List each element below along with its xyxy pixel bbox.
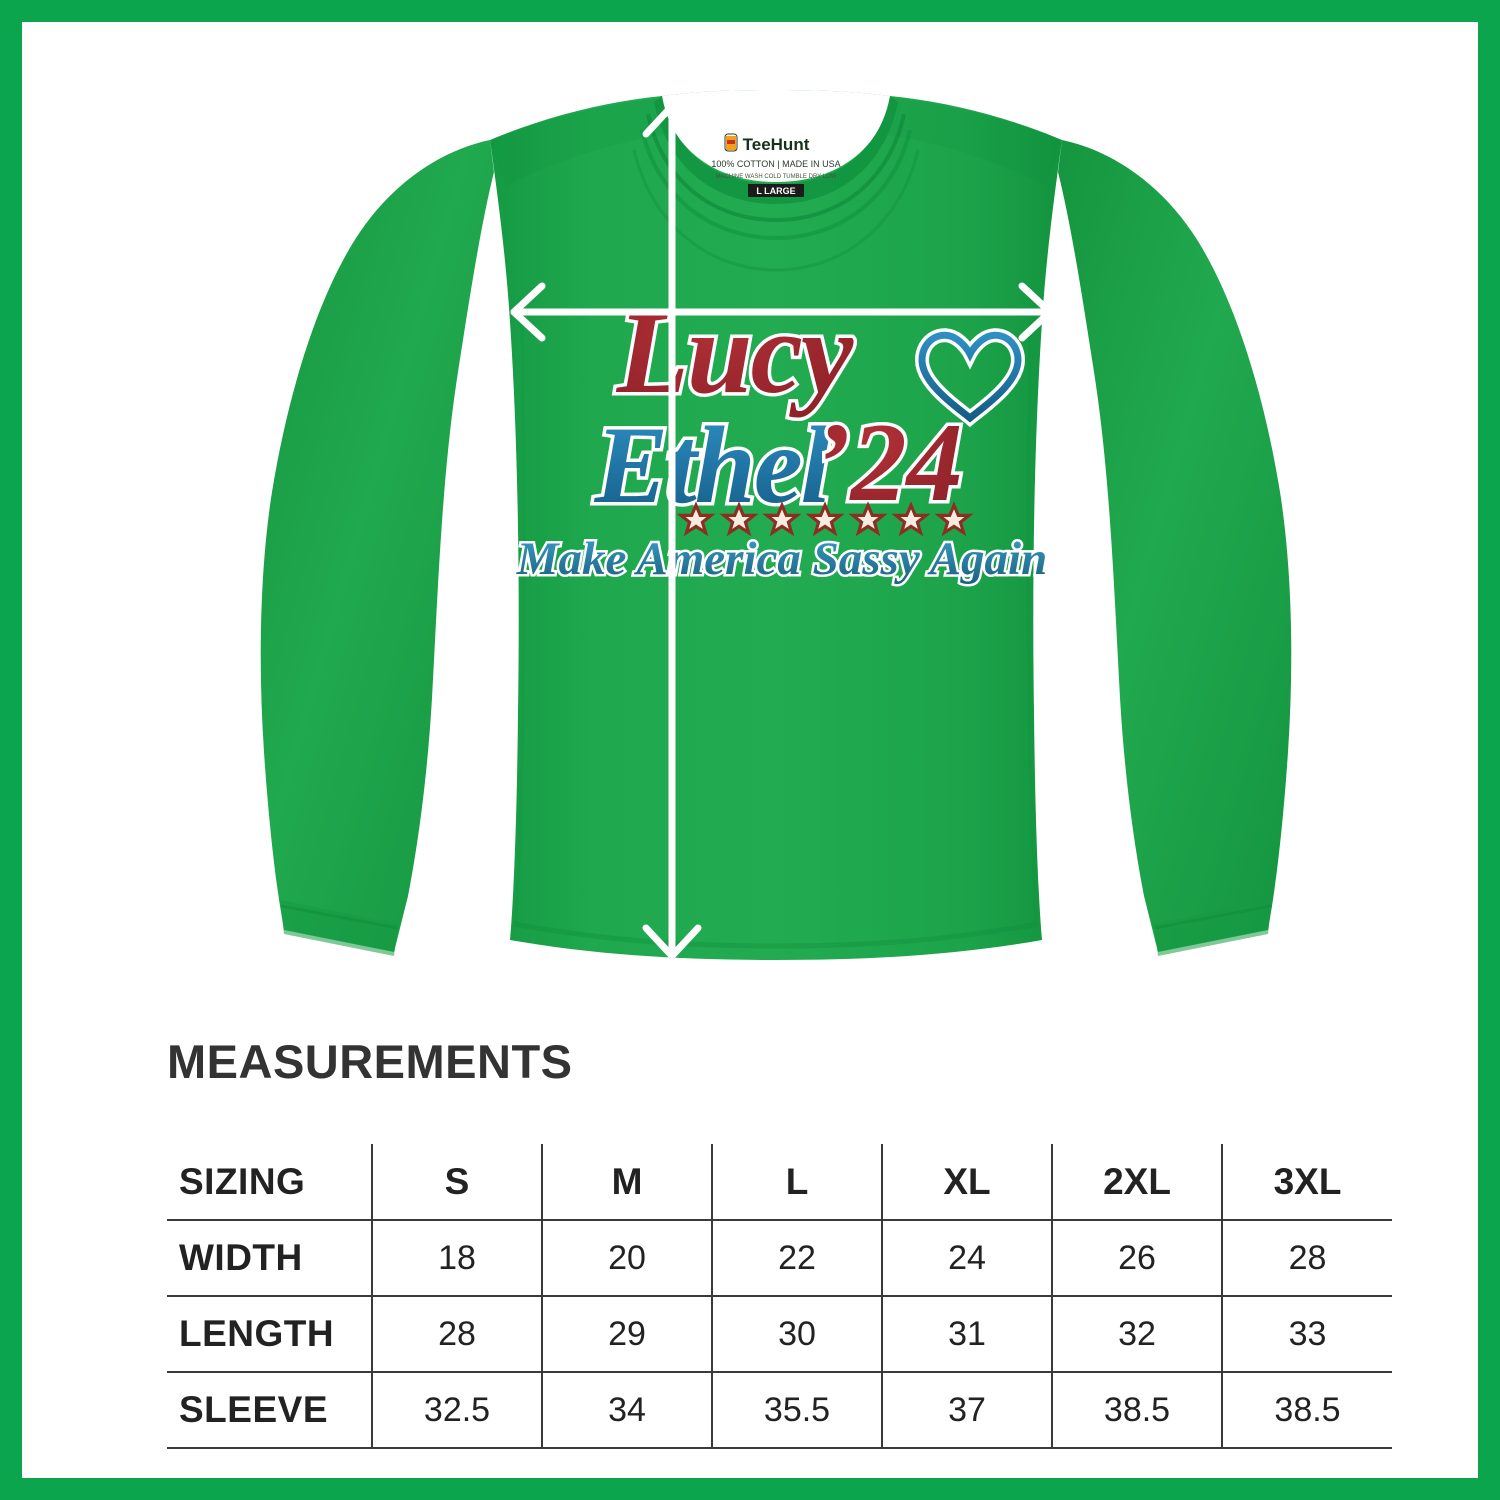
row-label-width: WIDTH (167, 1220, 372, 1297)
cell-length-3xl: 33 (1221, 1296, 1392, 1373)
svg-text:100% COTTON | MADE IN USA: 100% COTTON | MADE IN USA (711, 159, 840, 169)
col-2xl: 2XL (1051, 1144, 1222, 1221)
svg-text:Make America Sassy Again: Make America Sassy Again (516, 533, 1048, 585)
white-canvas: TeeHunt 100% COTTON | MADE IN USA MACHIN… (22, 22, 1478, 1478)
cell-width-2xl: 26 (1051, 1220, 1222, 1297)
svg-text:Lucy: Lucy (616, 287, 854, 418)
row-label-sleeve: SLEEVE (167, 1372, 372, 1449)
length-arrow-head-top (642, 102, 702, 138)
cell-sleeve-xl: 37 (881, 1372, 1052, 1449)
neck-label: TeeHunt 100% COTTON | MADE IN USA MACHIN… (711, 133, 841, 197)
cell-sleeve-m: 34 (541, 1372, 712, 1449)
shirt-graphic: Lucy Ethel ’24 (513, 284, 1050, 588)
cell-width-xl: 24 (881, 1220, 1052, 1297)
cell-length-l: 30 (711, 1296, 882, 1373)
svg-text:TeeHunt: TeeHunt (743, 135, 810, 154)
cell-length-s: 28 (371, 1296, 542, 1373)
svg-text:MACHINE WASH COLD TUMBLE DRY: MACHINE WASH COLD TUMBLE DRY LOW (716, 174, 837, 180)
size-chart-table: SIZING S M L XL 2XL 3XL WIDTH 18 20 22 2… (167, 1144, 1392, 1449)
col-xl: XL (881, 1144, 1052, 1221)
svg-text:’24: ’24 (813, 401, 962, 525)
cell-sleeve-3xl: 38.5 (1221, 1372, 1392, 1449)
svg-text:Ethel: Ethel (594, 404, 832, 526)
cell-sleeve-l: 35.5 (711, 1372, 882, 1449)
measurements-heading: MEASUREMENTS (167, 1035, 573, 1088)
table-row: WIDTH 18 20 22 24 26 28 (167, 1220, 1392, 1297)
col-3xl: 3XL (1221, 1144, 1392, 1221)
length-arrow-head-bottom (642, 924, 702, 960)
cell-length-2xl: 32 (1051, 1296, 1222, 1373)
cell-width-l: 22 (711, 1220, 882, 1297)
table-row: LENGTH 28 29 30 31 32 33 (167, 1296, 1392, 1373)
col-s: S (371, 1144, 542, 1221)
cell-width-3xl: 28 (1221, 1220, 1392, 1297)
col-m: M (541, 1144, 712, 1221)
product-photo: TeeHunt 100% COTTON | MADE IN USA MACHIN… (22, 22, 1478, 1002)
cell-length-m: 29 (541, 1296, 712, 1373)
measurement-arrows (510, 102, 1054, 960)
table-row: SLEEVE 32.5 34 35.5 37 38.5 38.5 (167, 1372, 1392, 1449)
cell-sleeve-s: 32.5 (371, 1372, 542, 1449)
table-header-row: SIZING S M L XL 2XL 3XL (167, 1144, 1392, 1221)
cell-length-xl: 31 (881, 1296, 1052, 1373)
cell-sleeve-2xl: 38.5 (1051, 1372, 1222, 1449)
svg-text:L LARGE: L LARGE (756, 186, 795, 196)
row-label-length: LENGTH (167, 1296, 372, 1373)
col-sizing: SIZING (167, 1144, 372, 1221)
star-row (676, 501, 974, 537)
cell-width-m: 20 (541, 1220, 712, 1297)
cell-width-s: 18 (371, 1220, 542, 1297)
col-l: L (711, 1144, 882, 1221)
width-arrow-head-right (1018, 282, 1054, 342)
width-arrow-head-left (510, 282, 546, 342)
